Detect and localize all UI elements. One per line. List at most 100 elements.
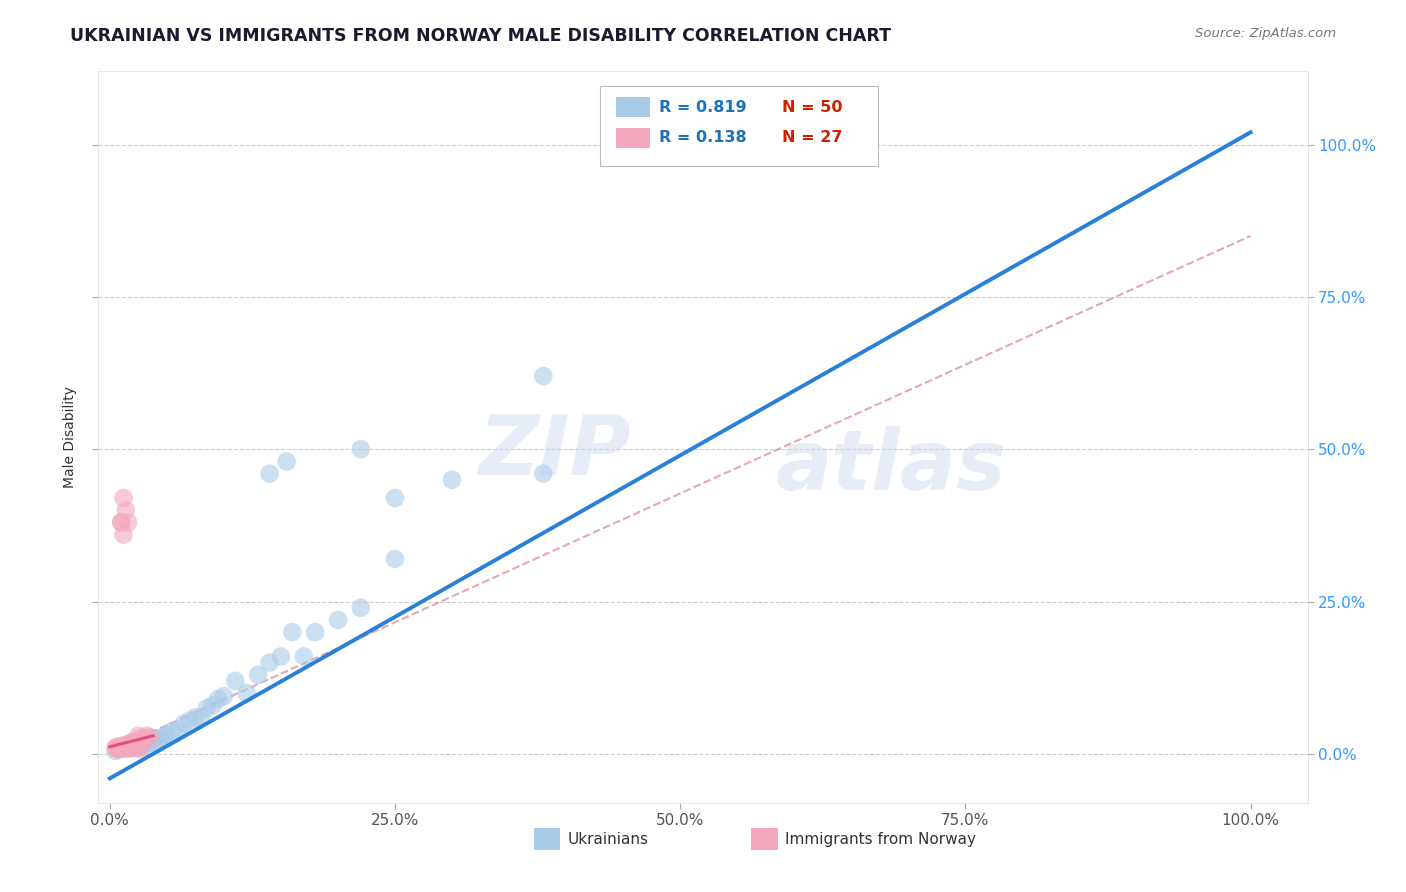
- Point: [121, 740, 143, 755]
- Point: [184, 710, 207, 724]
- Point: [212, 689, 235, 703]
- Point: [105, 739, 128, 754]
- Point: [114, 740, 136, 755]
- Point: [129, 735, 152, 749]
- Point: [112, 491, 135, 505]
- Point: [127, 740, 149, 755]
- Point: [108, 739, 131, 754]
- Point: [124, 738, 146, 752]
- Point: [120, 736, 142, 750]
- Point: [135, 729, 157, 743]
- Point: [121, 739, 143, 754]
- Point: [132, 731, 155, 746]
- Text: R = 0.819: R = 0.819: [659, 100, 747, 115]
- Point: [146, 735, 169, 749]
- Point: [117, 738, 139, 752]
- Point: [259, 467, 281, 481]
- Point: [128, 736, 150, 750]
- Text: ZIP: ZIP: [478, 411, 630, 492]
- Point: [125, 740, 148, 755]
- Y-axis label: Male Disability: Male Disability: [63, 386, 77, 488]
- Point: [127, 736, 149, 750]
- FancyBboxPatch shape: [600, 86, 879, 167]
- Text: Ukrainians: Ukrainians: [568, 832, 648, 847]
- Point: [104, 744, 127, 758]
- FancyBboxPatch shape: [534, 829, 561, 850]
- Point: [110, 516, 132, 530]
- Text: N = 50: N = 50: [782, 100, 842, 115]
- Point: [110, 740, 132, 755]
- Point: [112, 527, 135, 541]
- Point: [207, 692, 229, 706]
- Point: [384, 491, 406, 505]
- Point: [162, 723, 184, 738]
- Point: [201, 698, 224, 713]
- Point: [350, 442, 373, 457]
- Point: [114, 742, 136, 756]
- Point: [127, 729, 149, 743]
- Point: [129, 742, 152, 756]
- Text: N = 27: N = 27: [782, 130, 842, 145]
- Point: [281, 625, 304, 640]
- Point: [107, 742, 129, 756]
- Point: [118, 740, 141, 755]
- Point: [145, 736, 167, 750]
- Point: [195, 701, 218, 715]
- Point: [104, 740, 127, 755]
- Point: [131, 735, 153, 749]
- Point: [110, 740, 132, 755]
- Text: Immigrants from Norway: Immigrants from Norway: [785, 832, 976, 847]
- Point: [136, 736, 159, 750]
- Point: [108, 742, 131, 756]
- Point: [125, 736, 148, 750]
- Point: [111, 739, 134, 754]
- Text: atlas: atlas: [776, 425, 1007, 507]
- Point: [150, 731, 173, 746]
- Text: Source: ZipAtlas.com: Source: ZipAtlas.com: [1195, 27, 1336, 40]
- Point: [118, 739, 141, 753]
- Point: [120, 737, 142, 751]
- Point: [127, 738, 149, 752]
- Point: [350, 600, 373, 615]
- Point: [259, 656, 281, 670]
- Text: R = 0.138: R = 0.138: [659, 130, 747, 145]
- Point: [235, 686, 257, 700]
- Point: [531, 467, 554, 481]
- Point: [117, 739, 139, 754]
- Point: [110, 516, 132, 530]
- FancyBboxPatch shape: [616, 97, 650, 118]
- Point: [124, 738, 146, 752]
- Point: [247, 667, 270, 681]
- Point: [531, 369, 554, 384]
- FancyBboxPatch shape: [616, 128, 650, 148]
- Point: [441, 473, 464, 487]
- Point: [179, 714, 201, 728]
- Point: [142, 731, 165, 746]
- Point: [112, 739, 135, 753]
- Text: UKRAINIAN VS IMMIGRANTS FROM NORWAY MALE DISABILITY CORRELATION CHART: UKRAINIAN VS IMMIGRANTS FROM NORWAY MALE…: [70, 27, 891, 45]
- Point: [114, 503, 136, 517]
- Point: [117, 516, 139, 530]
- Point: [190, 710, 212, 724]
- Point: [122, 739, 145, 754]
- Point: [115, 740, 138, 755]
- Point: [108, 740, 131, 755]
- Point: [112, 739, 135, 754]
- Point: [128, 731, 150, 746]
- Point: [326, 613, 349, 627]
- Point: [121, 740, 143, 755]
- Point: [156, 727, 179, 741]
- Point: [153, 729, 176, 743]
- Point: [121, 735, 143, 749]
- Point: [132, 735, 155, 749]
- Point: [115, 739, 138, 754]
- Point: [292, 649, 315, 664]
- Point: [224, 673, 246, 688]
- FancyBboxPatch shape: [751, 829, 778, 850]
- Point: [139, 735, 162, 749]
- Point: [270, 649, 292, 664]
- Point: [131, 739, 153, 754]
- Point: [304, 625, 326, 640]
- Point: [276, 454, 298, 468]
- Point: [114, 738, 136, 752]
